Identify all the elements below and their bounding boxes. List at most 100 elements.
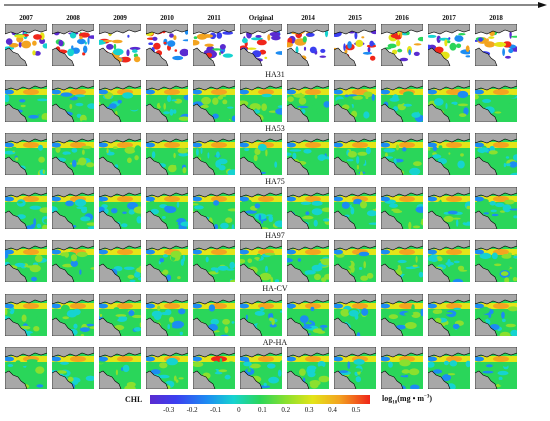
chl-map-panel bbox=[287, 294, 329, 336]
chl-map-panel bbox=[5, 187, 47, 229]
colorbar-tick-label: 0.1 bbox=[257, 406, 267, 414]
method-label: HA97 bbox=[265, 231, 285, 240]
year-label: 2017 bbox=[442, 14, 456, 22]
chl-map-panel bbox=[334, 80, 376, 122]
chl-map-panel bbox=[5, 240, 47, 282]
chl-map-panel bbox=[193, 80, 235, 122]
chl-map-panel bbox=[428, 133, 470, 175]
chl-map-panel bbox=[240, 80, 282, 122]
chl-map-panel bbox=[428, 347, 470, 389]
chl-map-panel bbox=[287, 347, 329, 389]
chl-map-panel bbox=[193, 133, 235, 175]
chl-map-panel bbox=[381, 24, 423, 66]
chl-map-panel bbox=[52, 294, 94, 336]
chl-map-panel bbox=[287, 187, 329, 229]
chl-map-panel bbox=[146, 240, 188, 282]
chl-map-panel bbox=[99, 80, 141, 122]
chl-map-panel bbox=[5, 347, 47, 389]
chl-map-panel bbox=[334, 240, 376, 282]
method-label: HA53 bbox=[265, 124, 285, 133]
chl-map-panel bbox=[334, 294, 376, 336]
chl-map-panel bbox=[334, 24, 376, 66]
colorbar-tick-label: -0.2 bbox=[186, 406, 198, 414]
chl-map-panel bbox=[52, 187, 94, 229]
method-label: HA75 bbox=[265, 177, 285, 186]
chl-map-panel bbox=[381, 294, 423, 336]
chl-map-panel bbox=[287, 133, 329, 175]
method-label: HA-CV bbox=[262, 284, 288, 293]
year-label: 2009 bbox=[113, 14, 127, 22]
chl-map-panel bbox=[99, 240, 141, 282]
colorbar-tick-label: -0.1 bbox=[209, 406, 222, 414]
chl-map-panel bbox=[428, 24, 470, 66]
chl-map-panel bbox=[146, 24, 188, 66]
chl-map-panel bbox=[240, 294, 282, 336]
chl-map-panel bbox=[475, 187, 517, 229]
chl-map-panel bbox=[99, 187, 141, 229]
chl-map-panel bbox=[475, 347, 517, 389]
chl-map-panel bbox=[193, 24, 235, 66]
chl-map-panel bbox=[287, 240, 329, 282]
chl-map-panel bbox=[99, 24, 141, 66]
year-label: 2016 bbox=[395, 14, 409, 22]
chl-map-panel bbox=[146, 133, 188, 175]
chl-map-panel bbox=[334, 133, 376, 175]
chl-map-panel bbox=[381, 187, 423, 229]
chl-map-panel bbox=[475, 133, 517, 175]
chl-map-panel bbox=[193, 187, 235, 229]
chl-map-panel bbox=[193, 347, 235, 389]
colorbar-tick-label: -0.3 bbox=[163, 406, 175, 414]
chl-map-panel bbox=[240, 133, 282, 175]
chl-map-panel bbox=[5, 24, 47, 66]
chl-map-panel bbox=[287, 80, 329, 122]
chl-map-panel bbox=[240, 347, 282, 389]
chl-map-panel bbox=[52, 347, 94, 389]
chl-map-panel bbox=[475, 24, 517, 66]
chl-map-panel bbox=[5, 80, 47, 122]
chl-map-panel bbox=[428, 240, 470, 282]
chl-map-panel bbox=[146, 187, 188, 229]
colorbar-unit: log10(mg • m−3) bbox=[382, 394, 433, 406]
chl-map-panel bbox=[146, 294, 188, 336]
chl-map-panel bbox=[193, 240, 235, 282]
method-label: HA31 bbox=[265, 70, 285, 79]
colorbar-tick-label: 0.4 bbox=[328, 406, 337, 414]
colorbar-tick-label: 0.3 bbox=[304, 406, 314, 414]
colorbar-tick-label: 0 bbox=[237, 406, 241, 414]
chl-map-panel bbox=[52, 24, 94, 66]
chl-map-panel bbox=[428, 294, 470, 336]
chl-map-panel bbox=[52, 133, 94, 175]
year-label: Original bbox=[248, 14, 274, 22]
chl-map-panel bbox=[240, 24, 282, 66]
chl-map-panel bbox=[287, 24, 329, 66]
chl-map-panel bbox=[381, 347, 423, 389]
chl-map-panel bbox=[240, 240, 282, 282]
year-label: 2018 bbox=[489, 14, 503, 22]
chl-map-panel bbox=[334, 347, 376, 389]
year-label: 2015 bbox=[348, 14, 362, 22]
chl-map-panel bbox=[99, 294, 141, 336]
chl-map-panel bbox=[428, 187, 470, 229]
chl-map-panel bbox=[99, 133, 141, 175]
chl-map-panel bbox=[475, 240, 517, 282]
chl-map-panel bbox=[5, 294, 47, 336]
colorbar-tick-label: 0.2 bbox=[281, 406, 291, 414]
year-label: 2008 bbox=[66, 14, 80, 22]
year-label: 2010 bbox=[160, 14, 174, 22]
chl-map-panel bbox=[240, 187, 282, 229]
chl-map-panel bbox=[428, 80, 470, 122]
chl-map-panel bbox=[381, 240, 423, 282]
colorbar-title: CHL bbox=[125, 395, 143, 404]
chl-map-panel bbox=[381, 80, 423, 122]
chl-map-panel bbox=[475, 80, 517, 122]
chl-map-panel bbox=[146, 347, 188, 389]
chl-map-panel bbox=[146, 80, 188, 122]
year-label: 2007 bbox=[19, 14, 33, 22]
chl-map-panel bbox=[99, 347, 141, 389]
chl-map-panel bbox=[5, 133, 47, 175]
chl-map-panel bbox=[52, 240, 94, 282]
timeline-arrow bbox=[4, 2, 547, 8]
chl-map-panel bbox=[475, 294, 517, 336]
chl-map-panel bbox=[193, 294, 235, 336]
